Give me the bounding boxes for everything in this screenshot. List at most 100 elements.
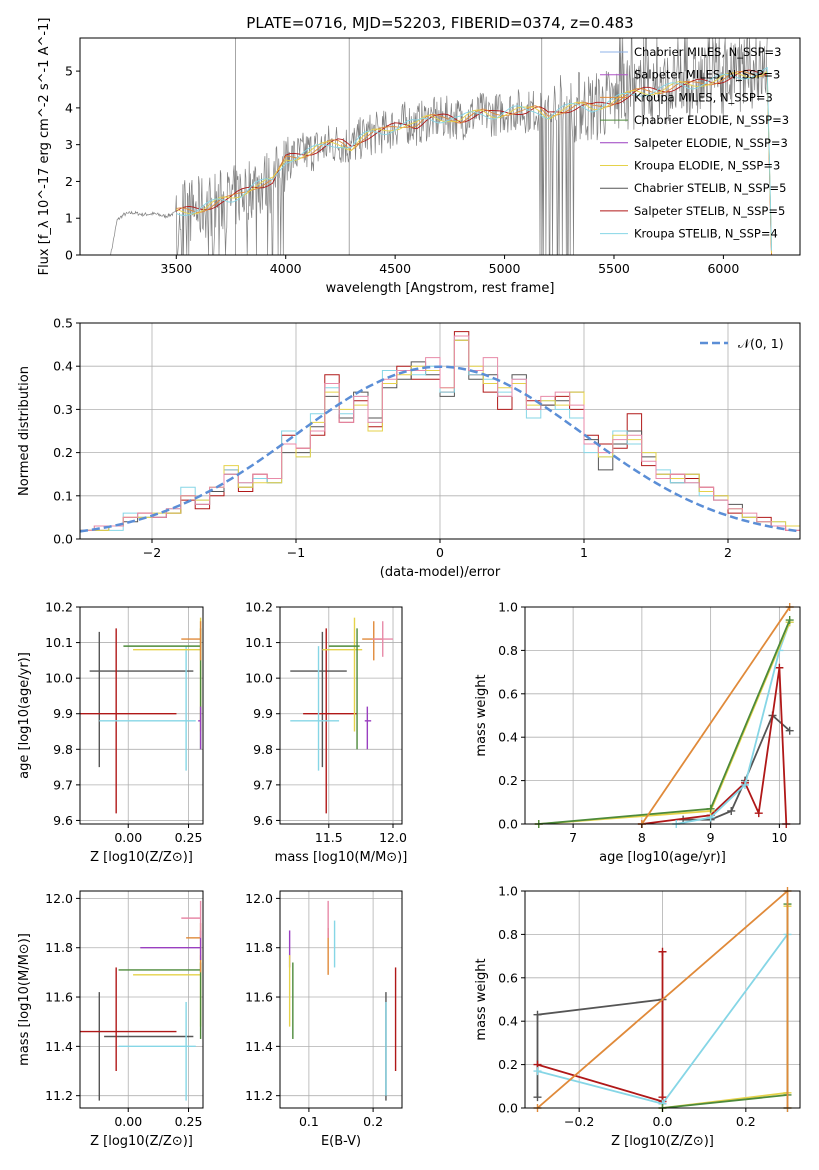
y-tick-label: 0.6: [498, 686, 518, 701]
data-point-marker: [785, 726, 794, 735]
y-tick-label: 2: [65, 174, 73, 189]
x-tick-label: 0.0: [653, 1114, 673, 1129]
panel-age-vs-mass: 11.5 12.0 9.6 9.7 9.8 9.9 10.0 10.1 10.2 mass [lo…: [245, 600, 407, 866]
panel-residuals: −2 −1 0 1 2 0.0 0.1 0.2 0.3 0.4 0.5 (data-model)/er…: [17, 316, 801, 580]
legend-label: Salpeter MILES, N_SSP=3: [634, 68, 780, 82]
data-point-marker: [533, 1010, 542, 1019]
y-axis-label: mass weight: [474, 958, 489, 1040]
x-tick-label: 9: [707, 830, 715, 845]
data-point-marker: [775, 663, 784, 672]
y-tick-label: 1.0: [498, 600, 518, 615]
legend-label: Chabrier STELIB, N_SSP=5: [634, 181, 786, 195]
data-point: [290, 646, 340, 771]
axes-frame: [79, 606, 204, 825]
y-tick-label: 10.0: [245, 671, 273, 686]
y-axis-label: age [log10(age/yr)]: [17, 652, 32, 779]
panel-massweight-vs-age: 7 8 9 10 0.0 0.2 0.4 0.6 0.8 1.0 age [log10(age/yr…: [474, 600, 801, 865]
x-tick-label: 0.25: [175, 830, 203, 845]
y-tick-label: 9.8: [53, 742, 73, 757]
data-point: [118, 962, 202, 1039]
data-point-marker: [533, 1067, 542, 1076]
y-tick-label: 9.7: [53, 777, 73, 792]
series-line: [641, 607, 791, 824]
x-tick-label: −1: [287, 545, 305, 560]
y-tick-label: 9.7: [253, 777, 273, 792]
legend: 𝒩(0, 1): [700, 336, 784, 351]
y-tick-label: 0.6: [498, 970, 518, 985]
axes-frame: [79, 890, 204, 1109]
x-tick-label: 4500: [379, 261, 411, 276]
y-tick-label: 10.0: [45, 671, 73, 686]
x-tick-label: 11.5: [315, 830, 343, 845]
y-tick-label: 10.2: [45, 600, 73, 615]
x-tick-label: 0.00: [114, 830, 142, 845]
y-tick-label: 9.9: [253, 706, 273, 721]
legend: Chabrier MILES, N_SSP=3 Salpeter MILES, N…: [600, 45, 789, 241]
data-point-marker: [754, 809, 763, 818]
x-tick-label: 1: [580, 545, 588, 560]
data-point-marker: [658, 947, 667, 956]
y-tick-label: 11.6: [45, 990, 73, 1005]
data-point: [133, 617, 202, 732]
legend-label: Salpeter STELIB, N_SSP=5: [634, 204, 785, 218]
y-tick-label: 12.0: [245, 891, 273, 906]
data-point: [133, 955, 202, 1027]
y-tick-label: 0.5: [53, 316, 73, 331]
x-tick-label: 0.25: [175, 1114, 203, 1129]
panel-spectrum: 3500 4000 4500 5000 5500 6000 0 1 2 3 4 5 wavelength…: [37, 18, 801, 296]
data-point-marker: [706, 804, 715, 813]
y-tick-label: 9.8: [253, 742, 273, 757]
data-point: [322, 617, 363, 732]
data-point-marker: [741, 780, 749, 789]
data-point: [140, 930, 202, 961]
observed-spectrum-line: [110, 38, 768, 255]
y-tick-label: 0.4: [53, 359, 73, 374]
histogram-step-line: [80, 335, 800, 531]
series-line: [537, 951, 664, 1103]
normal-curve-line: [79, 365, 801, 533]
data-point: [123, 628, 202, 750]
data-point-marker: [533, 1093, 542, 1102]
axes-frame: [524, 606, 801, 825]
y-tick-label: 0.4: [498, 730, 518, 745]
y-tick-label: 4: [65, 100, 73, 115]
x-tick-label: 0.00: [114, 1114, 142, 1129]
data-point: [181, 621, 202, 661]
x-tick-label: 4000: [270, 261, 302, 276]
y-tick-label: 1: [65, 211, 73, 226]
legend-label: Chabrier MILES, N_SSP=3: [634, 45, 781, 59]
x-tick-label: 0.2: [363, 1114, 383, 1129]
y-tick-label: 0.3: [53, 402, 73, 417]
data-point: [89, 631, 194, 768]
data-point: [98, 992, 194, 1101]
data-point: [362, 621, 383, 661]
data-point: [328, 628, 360, 750]
x-tick-label: 12.0: [379, 830, 407, 845]
legend-label: Chabrier ELODIE, N_SSP=3: [634, 113, 789, 127]
y-tick-label: 11.4: [45, 1039, 73, 1054]
data-point: [118, 1001, 196, 1101]
y-tick-label: 3: [65, 137, 73, 152]
panel-age-vs-Z: 0.00 0.25 9.6 9.7 9.8 9.9 10.0 10.1 10.2 Z [log10…: [17, 600, 204, 865]
x-tick-label: 3500: [160, 261, 192, 276]
x-tick-label: 7: [569, 830, 577, 845]
legend-label: Salpeter ELODIE, N_SSP=3: [634, 136, 788, 150]
legend-label: 𝒩(0, 1): [738, 336, 784, 351]
x-tick-label: 0.2: [736, 1114, 756, 1129]
y-tick-label: 5: [65, 64, 73, 79]
panel-mass-vs-EBV: 0.1 0.2 11.2 11.4 11.6 11.8 12.0 E(B-V): [245, 890, 403, 1149]
y-tick-label: 11.2: [245, 1088, 273, 1103]
data-point: [181, 900, 202, 938]
data-point: [80, 967, 177, 1072]
x-axis-label: (data-model)/error: [380, 565, 501, 580]
x-axis-label: wavelength [Angstrom, rest frame]: [326, 281, 555, 296]
x-axis-label: Z [log10(Z/Z⊙)]: [611, 1134, 714, 1149]
y-tick-label: 0.4: [498, 1014, 518, 1029]
axes-frame: [279, 890, 403, 1109]
y-tick-label: 9.6: [53, 813, 73, 828]
model-spectrum-line: [176, 66, 773, 251]
y-tick-label: 0.8: [498, 643, 518, 658]
axes-frame: [279, 606, 403, 825]
y-axis-label: Flux [f_λ 10^-17 erg cm^-2 s^-1 A^-1]: [37, 18, 52, 276]
